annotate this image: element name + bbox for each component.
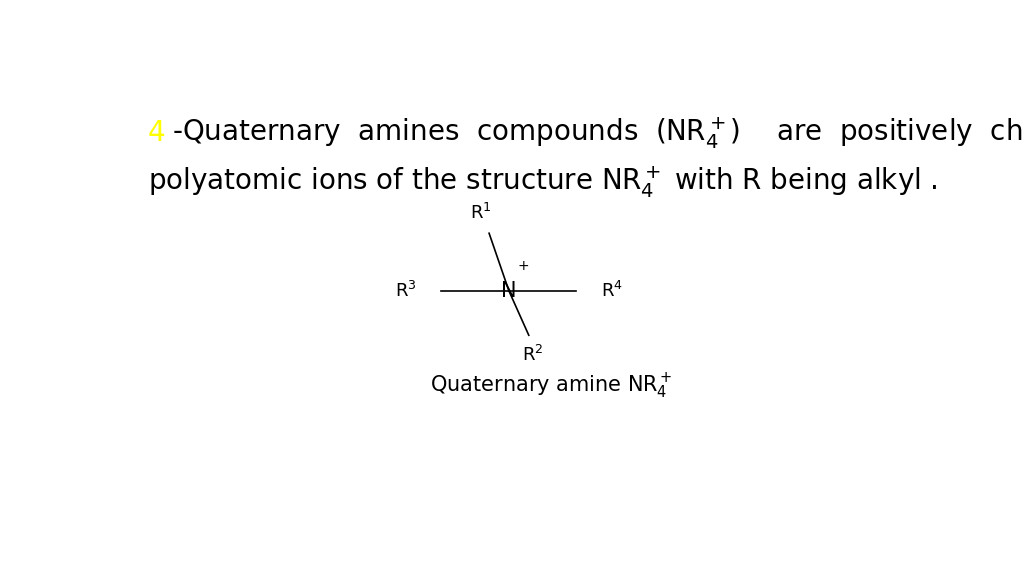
Text: Quaternary amine NR$_4^+$: Quaternary amine NR$_4^+$: [430, 372, 672, 401]
Text: R$^4$: R$^4$: [601, 281, 623, 301]
Text: R$^2$: R$^2$: [522, 345, 544, 365]
Text: polyatomic ions of the structure NR$_4^+$ with R being alkyl .: polyatomic ions of the structure NR$_4^+…: [147, 164, 938, 200]
Text: R$^1$: R$^1$: [470, 203, 492, 223]
Text: N: N: [501, 281, 517, 301]
Text: +: +: [517, 259, 529, 274]
Text: 4: 4: [147, 119, 166, 147]
Text: -Quaternary  amines  compounds  (NR$_4^+$)    are  positively  charged: -Quaternary amines compounds (NR$_4^+$) …: [172, 116, 1024, 151]
Text: R$^3$: R$^3$: [395, 281, 417, 301]
